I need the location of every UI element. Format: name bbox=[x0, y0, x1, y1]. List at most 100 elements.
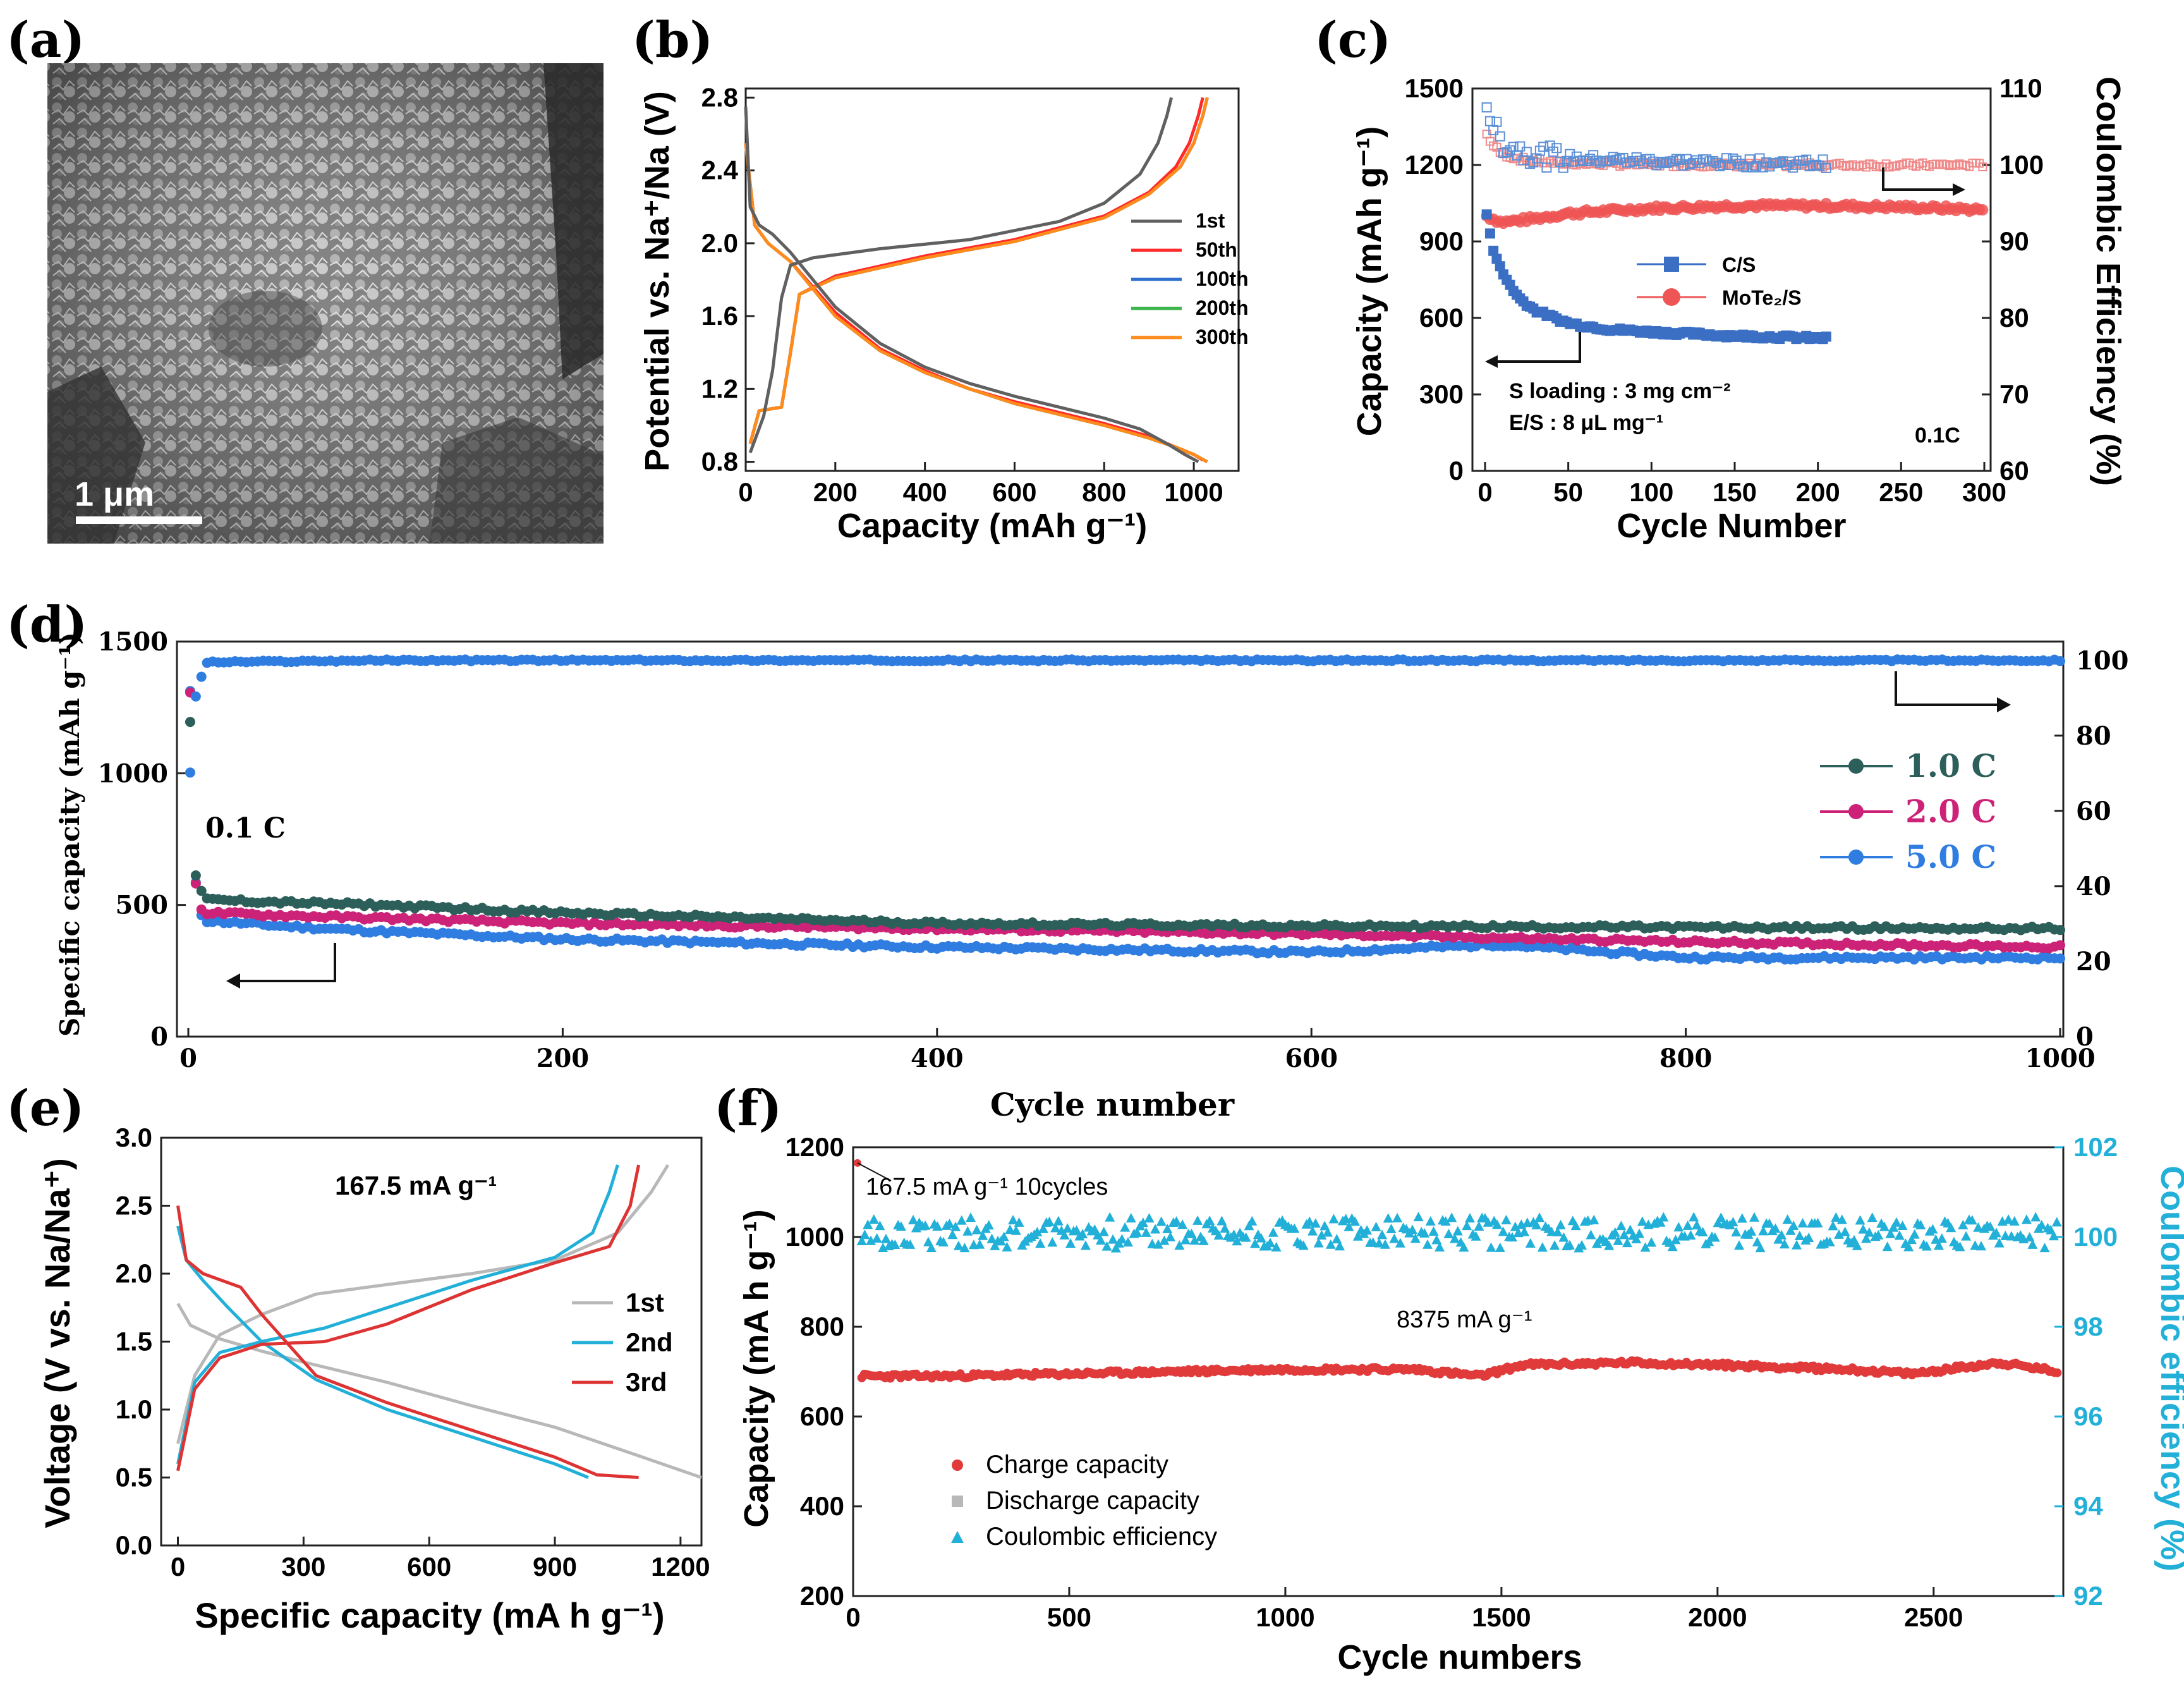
panel-f-legend-label: Charge capacity bbox=[986, 1451, 1168, 1478]
panel-f-efficiency-point bbox=[2048, 1231, 2059, 1241]
panel-f-efficiency-point bbox=[1250, 1238, 1261, 1248]
panel-c-legend-label: C/S bbox=[1722, 253, 1756, 276]
panel-f-efficiency-point bbox=[1213, 1230, 1224, 1240]
panel-c-cs-efficiency-point bbox=[1691, 155, 1702, 166]
panel-f-efficiency-point bbox=[932, 1221, 943, 1231]
panel-c-cs-efficiency-point bbox=[1721, 153, 1732, 164]
panel-f-efficiency-point bbox=[1915, 1219, 1926, 1229]
panel-f-efficiency-point bbox=[895, 1221, 906, 1231]
panel-c-cs-efficiency-point bbox=[1555, 157, 1565, 168]
panel-f-efficiency-point bbox=[1389, 1233, 1400, 1243]
panel-f-efficiency-point bbox=[1383, 1213, 1393, 1223]
panel-f-efficiency-point bbox=[1038, 1223, 1048, 1233]
panel-f-y-right-tick-label: 94 bbox=[2073, 1491, 2103, 1521]
panel-c-x-tick-label: 150 bbox=[1713, 477, 1757, 507]
panel-f-efficiency-point bbox=[1737, 1213, 1747, 1223]
panel-f-efficiency-point bbox=[1298, 1240, 1309, 1250]
panel-c-cs-efficiency-point bbox=[1778, 156, 1788, 167]
panel-d-y-right-tick-label: 100 bbox=[2076, 646, 2129, 676]
panel-f-efficiency-point bbox=[938, 1236, 949, 1246]
sem-dark-regions bbox=[47, 63, 604, 544]
panel-e-x-tick-label: 1200 bbox=[651, 1552, 710, 1581]
panel-d-x-tick-label: 1000 bbox=[2025, 1044, 2095, 1073]
panel-e-series-3rd-charge bbox=[176, 1164, 641, 1472]
panel-d-left-arrowhead bbox=[226, 973, 240, 989]
panel-f-efficiency-point bbox=[1779, 1239, 1790, 1249]
panel-f-efficiency-point bbox=[1955, 1241, 1965, 1252]
panel-f-x-tick-label: 500 bbox=[1047, 1602, 1091, 1632]
panel-f-efficiency-point bbox=[1492, 1219, 1503, 1229]
panel-f-efficiency-point bbox=[1174, 1240, 1185, 1250]
panel-f-efficiency-point bbox=[1117, 1234, 1127, 1244]
panel-b-legend: 1st 50th 100th 200th 300th bbox=[1131, 209, 1249, 348]
panel-f-efficiency-point bbox=[1879, 1221, 1890, 1231]
panel-c-cs-efficiency-point bbox=[1708, 155, 1718, 166]
panel-d-y-axis-title: Specific capacity (mAh g⁻¹) bbox=[54, 632, 85, 1037]
panel-c-cs-efficiency-point bbox=[1718, 159, 1728, 170]
panel-d-x-tick-label: 0 bbox=[179, 1044, 197, 1073]
panel-f-efficiency-point bbox=[1498, 1226, 1508, 1236]
panel-f-efficiency-point bbox=[1053, 1216, 1064, 1226]
panel-letter-c: (c) bbox=[1314, 11, 1391, 69]
panel-c-cs-efficiency-point bbox=[1688, 157, 1699, 168]
panel-c-cs-efficiency-point bbox=[1714, 161, 1725, 171]
panel-c-cs-efficiency-point bbox=[1525, 159, 1536, 169]
panel-c-cs-efficiency-point bbox=[1801, 154, 1812, 165]
panel-f-efficiency-point bbox=[1320, 1221, 1330, 1231]
panel-c-annot-loading: S loading : 3 mg cm⁻² bbox=[1509, 379, 1730, 403]
panel-f-y-tick-label: 200 bbox=[800, 1581, 844, 1611]
panel-b-series-1st-charge bbox=[748, 97, 1174, 454]
panel-a-sem-image: 1 μm bbox=[47, 63, 604, 544]
panel-f-efficiency-point bbox=[871, 1233, 882, 1243]
panel-e-annot-rate: 167.5 mA g⁻¹ bbox=[335, 1171, 497, 1200]
panel-c-cs-efficiency-point bbox=[1744, 154, 1755, 165]
panel-c-legend-marker-cs bbox=[1664, 257, 1679, 272]
panel-f-efficiency-point bbox=[1713, 1217, 1723, 1228]
panel-d-y-right-tick-label: 80 bbox=[2076, 721, 2111, 751]
panel-f-efficiency-point bbox=[1362, 1225, 1373, 1235]
panel-f-efficiency-point bbox=[1731, 1227, 1742, 1237]
panel-f-efficiency-point bbox=[1265, 1238, 1275, 1248]
panel-f-efficiency-point bbox=[978, 1230, 988, 1240]
panel-c-cs-efficiency-point bbox=[1611, 154, 1622, 165]
panel-letter-d: (d) bbox=[6, 596, 87, 654]
panel-d-legend: 1.0 C 2.0 C 5.0 C bbox=[1820, 747, 1996, 875]
panel-f-legend-label: Coulombic efficiency bbox=[986, 1523, 1217, 1551]
panel-f-efficiency-point bbox=[1138, 1217, 1148, 1228]
panel-letter-a: (a) bbox=[6, 11, 85, 69]
panel-c-right-axis-arrow bbox=[1882, 168, 1953, 191]
panel-f-y-tick-label: 800 bbox=[800, 1312, 844, 1341]
panel-f-efficiency-point bbox=[1909, 1229, 1920, 1239]
panel-f-efficiency-point bbox=[1177, 1219, 1188, 1229]
panel-f-efficiency-point bbox=[1794, 1231, 1805, 1241]
panel-f-efficiency-point bbox=[1973, 1222, 1984, 1232]
panel-d-x-tick-label: 600 bbox=[1285, 1044, 1338, 1073]
panel-b-x-axis-title: Capacity (mAh g⁻¹) bbox=[837, 507, 1148, 545]
panel-c-cs-efficiency-point bbox=[1774, 157, 1785, 168]
panel-c-cs-efficiency-point bbox=[1701, 154, 1712, 165]
panel-f-efficiency-point bbox=[1550, 1240, 1560, 1250]
panel-c-right-arrowhead bbox=[1953, 183, 1965, 196]
panel-f-x-tick-label: 1500 bbox=[1472, 1602, 1531, 1632]
panel-c-x-tick-label: 50 bbox=[1553, 477, 1583, 507]
panel-b-series-300th-discharge bbox=[744, 143, 1208, 463]
panel-f-efficiency-point bbox=[1885, 1228, 1896, 1238]
panel-d-efficiency-point bbox=[196, 671, 207, 682]
panel-b-series-300th-charge bbox=[748, 97, 1209, 444]
panel-c-cs-efficiency-point bbox=[1531, 153, 1542, 164]
panel-c-y-tick-label: 1200 bbox=[1405, 150, 1464, 180]
panel-c-cs-efficiency-point bbox=[1764, 161, 1775, 172]
panel-b-ticks: 0 200 400 600 800 1000 0.8 1.2 1.6 2.0 2.4 2.8 bbox=[701, 82, 1223, 507]
panel-f-efficiency-point bbox=[875, 1221, 885, 1231]
panel-c-cs-efficiency-point bbox=[1565, 149, 1575, 159]
panel-b-y-tick-label: 0.8 bbox=[701, 447, 738, 477]
panel-d-annot-rate: 0.1 C bbox=[205, 812, 286, 844]
panel-f-efficiency-point bbox=[1985, 1221, 1996, 1231]
panel-f-efficiency-point bbox=[1897, 1220, 1908, 1230]
panel-f-efficiency-point bbox=[1108, 1234, 1119, 1244]
panel-c-cs-efficiency-point bbox=[1558, 162, 1568, 173]
panel-c-cs-efficiency-point bbox=[1811, 159, 1822, 170]
panel-f-efficiency-point bbox=[1407, 1224, 1418, 1234]
panel-f-efficiency-point bbox=[1697, 1226, 1708, 1236]
panel-f-efficiency-point bbox=[1495, 1242, 1505, 1252]
